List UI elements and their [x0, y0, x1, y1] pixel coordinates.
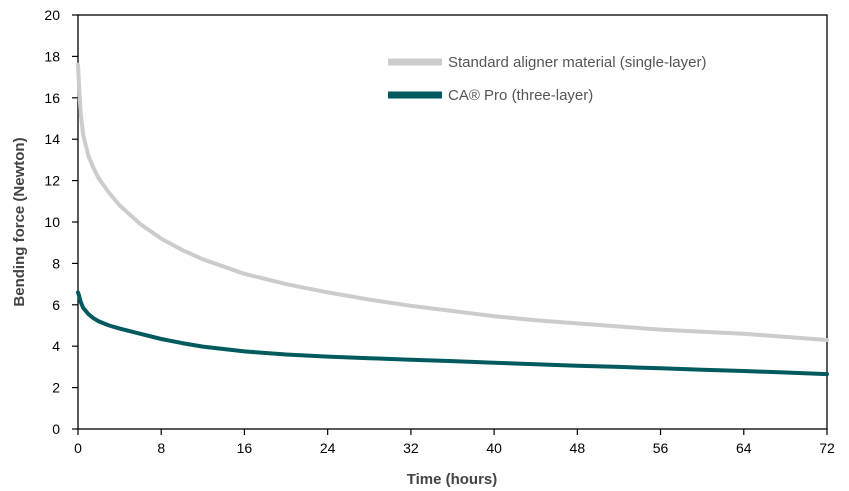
x-axis-title: Time (hours) [407, 471, 498, 488]
legend-label: Standard aligner material (single-layer) [448, 54, 706, 71]
y-tick-label: 8 [52, 255, 60, 271]
y-tick-label: 0 [52, 421, 60, 437]
x-tick-label: 8 [157, 440, 165, 456]
y-tick-label: 6 [52, 297, 60, 313]
legend: Standard aligner material (single-layer)… [388, 54, 706, 104]
legend-label: CA® Pro (three-layer) [448, 87, 593, 104]
y-tick-label: 14 [44, 131, 60, 147]
y-tick-label: 18 [44, 48, 60, 64]
x-tick-label: 32 [403, 440, 419, 456]
y-tick-label: 16 [44, 90, 60, 106]
x-tick-label: 24 [320, 440, 336, 456]
y-tick-label: 20 [44, 7, 60, 23]
y-tick-label: 4 [52, 338, 60, 354]
y-tick-label: 12 [44, 173, 60, 189]
x-tick-label: 64 [736, 440, 752, 456]
series-line-2 [76, 290, 829, 377]
x-tick-label: 16 [237, 440, 253, 456]
x-tick-label: 72 [819, 440, 835, 456]
series-line-1 [76, 62, 829, 342]
y-axis-title: Bending force (Newton) [11, 137, 28, 306]
x-tick-label: 0 [74, 440, 82, 456]
x-tick-label: 48 [570, 440, 586, 456]
plot-frame [77, 14, 828, 430]
y-tick-label: 2 [52, 380, 60, 396]
x-tick-label: 56 [653, 440, 669, 456]
x-tick-label: 40 [486, 440, 502, 456]
y-tick-label: 10 [44, 214, 60, 230]
